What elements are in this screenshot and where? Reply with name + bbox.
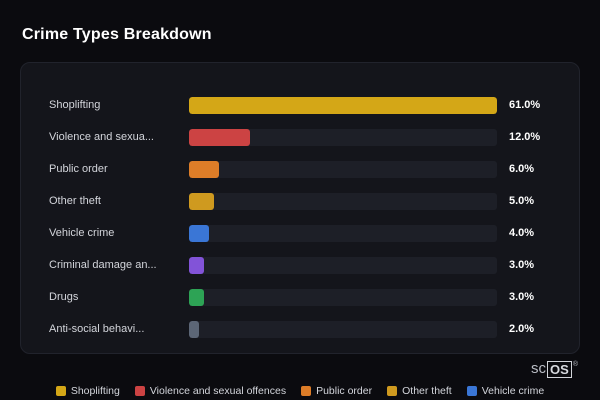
page-title: Crime Types Breakdown	[22, 26, 212, 43]
bar-row: Other theft 5.0%	[49, 185, 551, 217]
legend-item[interactable]: Public order	[301, 385, 372, 397]
value-label: 5.0%	[509, 195, 535, 207]
legend-swatch	[466, 386, 477, 396]
bar-fill[interactable]	[189, 192, 215, 210]
legend-label: Public order	[316, 385, 373, 397]
watermark-registered-mark: ®	[572, 361, 578, 368]
bar-fill[interactable]	[189, 160, 220, 178]
bar-track	[189, 192, 497, 210]
watermark-text: sc	[531, 360, 547, 377]
value-label: 2.0%	[509, 323, 535, 335]
legend-swatch	[301, 386, 312, 396]
value-label: 4.0%	[509, 227, 535, 239]
bar-track	[189, 224, 497, 242]
bar-row: Criminal damage an... 3.0%	[49, 249, 551, 281]
legend-label: Other theft	[402, 385, 452, 397]
category-label: Drugs	[49, 291, 79, 303]
bar-track	[189, 160, 497, 178]
legend-swatch	[387, 386, 398, 396]
bar-fill[interactable]	[189, 320, 200, 338]
chart-card: Shoplifting 61.0% Violence and sexua... …	[20, 62, 580, 354]
value-label: 61.0%	[509, 99, 541, 111]
bar-fill[interactable]	[189, 288, 205, 306]
category-label: Shoplifting	[49, 99, 101, 111]
category-label: Vehicle crime	[49, 227, 115, 239]
category-label: Other theft	[49, 195, 101, 207]
bar-fill[interactable]	[189, 96, 497, 114]
bar-row: Anti-social behavi... 2.0%	[49, 313, 551, 345]
bar-fill[interactable]	[189, 128, 250, 146]
bar-track	[189, 288, 497, 306]
legend-swatch	[55, 386, 66, 396]
category-label: Public order	[49, 163, 108, 175]
category-label: Violence and sexua...	[49, 131, 154, 143]
bar-row: Drugs 3.0%	[49, 281, 551, 313]
bar-row: Shoplifting 61.0%	[49, 89, 551, 121]
bar-track	[189, 96, 497, 114]
bar-track	[189, 320, 497, 338]
legend-label: Shoplifting	[70, 385, 120, 397]
legend-item[interactable]: Shoplifting	[55, 385, 120, 397]
value-label: 6.0%	[509, 163, 535, 175]
value-label: 12.0%	[509, 131, 541, 143]
category-label: Anti-social behavi...	[49, 323, 145, 335]
bar-track	[189, 256, 497, 274]
value-label: 3.0%	[509, 259, 535, 271]
chart-legend: Shoplifting Violence and sexual offences…	[0, 385, 600, 397]
legend-item[interactable]: Vehicle crime	[466, 385, 545, 397]
bar-fill[interactable]	[189, 224, 210, 242]
legend-item[interactable]: Violence and sexual offences	[134, 385, 287, 397]
bar-row: Vehicle crime 4.0%	[49, 217, 551, 249]
legend-swatch	[134, 386, 145, 396]
legend-label: Vehicle crime	[481, 385, 545, 397]
value-label: 3.0%	[509, 291, 535, 303]
bar-row: Violence and sexua... 12.0%	[49, 121, 551, 153]
category-label: Criminal damage an...	[49, 259, 157, 271]
legend-item[interactable]: Other theft	[387, 385, 452, 397]
scos-watermark: sc OS ®	[531, 361, 578, 378]
watermark-os-box: OS	[547, 361, 572, 378]
bar-row: Public order 6.0%	[49, 153, 551, 185]
bar-track	[189, 128, 497, 146]
bar-fill[interactable]	[189, 256, 205, 274]
legend-label: Violence and sexual offences	[149, 385, 287, 397]
